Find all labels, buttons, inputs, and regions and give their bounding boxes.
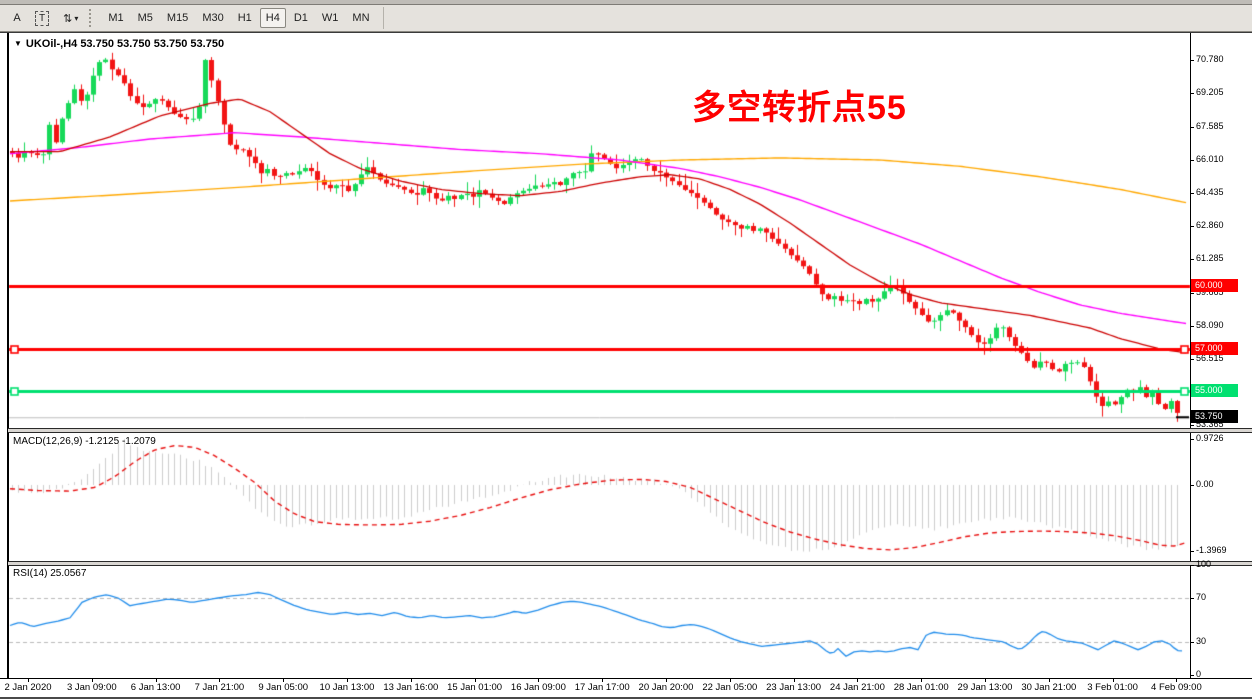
time-tick-mark xyxy=(283,679,285,682)
time-label: 24 Jan 21:00 xyxy=(829,682,885,693)
time-tick-mark xyxy=(921,679,923,682)
price-tick-label: 64.435 xyxy=(1196,186,1224,197)
price-tick-mark xyxy=(1190,225,1194,227)
time-label: 10 Jan 13:00 xyxy=(319,682,375,693)
price-tick-mark xyxy=(1190,192,1194,194)
time-label: 29 Jan 13:00 xyxy=(957,682,1013,693)
rsi-tick-mark xyxy=(1190,675,1194,676)
time-tick-mark xyxy=(1176,679,1178,682)
rsi-tick-mark xyxy=(1190,565,1194,566)
macd-tick-mark xyxy=(1190,550,1194,552)
price-tick-mark xyxy=(1190,326,1194,328)
time-label: 13 Jan 16:00 xyxy=(383,682,439,693)
price-tick-label: 53.365 xyxy=(1196,419,1224,430)
price-tick-label: 70.780 xyxy=(1196,53,1224,64)
time-tick-mark xyxy=(793,679,795,682)
time-label: 30 Jan 21:00 xyxy=(1021,682,1077,693)
time-tick-mark xyxy=(538,679,540,682)
time-tick-mark xyxy=(857,679,859,682)
price-axis-separator xyxy=(1190,33,1191,678)
macd-tick-label: -1.3969 xyxy=(1196,544,1227,555)
price-badge-57.000: 57.000 xyxy=(1191,342,1238,355)
horizontal-line-57.000[interactable] xyxy=(9,346,1190,353)
horizontal-line-60.000[interactable] xyxy=(9,283,1190,290)
time-tick-mark xyxy=(347,679,348,682)
window-bottom-edge xyxy=(0,697,1252,699)
chart-menu-arrow-icon[interactable]: ▼ xyxy=(14,39,22,48)
price-tick-mark xyxy=(1190,159,1194,161)
price-tick-mark xyxy=(1190,92,1194,94)
time-label: 7 Jan 21:00 xyxy=(194,682,245,693)
rsi-tick-mark xyxy=(1190,642,1194,643)
time-label: 6 Jan 13:00 xyxy=(130,682,181,693)
time-label: 22 Jan 05:00 xyxy=(702,682,758,693)
text-annotation[interactable]: 多空转折点55 xyxy=(692,89,907,127)
macd-tick-mark xyxy=(1190,439,1194,441)
chart-border-top xyxy=(0,32,1252,33)
price-tick-label: 69.205 xyxy=(1196,86,1224,97)
time-tick-mark xyxy=(666,679,667,682)
time-label: 28 Jan 01:00 xyxy=(893,682,949,693)
time-tick-mark xyxy=(1048,679,1050,682)
time-tick-mark xyxy=(410,679,412,682)
price-tick-label: 67.585 xyxy=(1196,120,1224,131)
time-label: 16 Jan 09:00 xyxy=(510,682,566,693)
time-tick-mark xyxy=(219,679,221,682)
price-tick-mark xyxy=(1190,59,1194,61)
time-label: 9 Jan 05:00 xyxy=(258,682,309,693)
rsi-tick-label: 30 xyxy=(1196,636,1207,646)
price-badge-55.000: 55.000 xyxy=(1191,384,1238,397)
panel-splitter-macd[interactable] xyxy=(8,428,1252,433)
time-tick-mark xyxy=(985,679,986,682)
macd-tick-label: 0.00 xyxy=(1196,479,1214,489)
price-tick-mark xyxy=(1190,359,1194,361)
horizontal-line-55.000[interactable] xyxy=(9,388,1190,395)
price-tick-label: 56.515 xyxy=(1196,353,1224,364)
rsi-tick-label: 70 xyxy=(1196,592,1207,602)
time-tick-mark xyxy=(28,679,29,682)
time-label: 3 Jan 09:00 xyxy=(66,682,117,693)
time-tick-mark xyxy=(155,679,157,682)
price-tick-label: 66.010 xyxy=(1196,153,1224,164)
macd-indicator-label: MACD(12,26,9) -1.2125 -1.2079 xyxy=(13,436,156,447)
price-badge-53.750: 53.750 xyxy=(1191,410,1238,424)
time-label: 4 Feb 09:00 xyxy=(1151,682,1202,693)
rsi-tick-mark xyxy=(1190,598,1194,599)
rsi-tick-label: 100 xyxy=(1196,559,1212,569)
time-label: 23 Jan 13:00 xyxy=(766,682,822,693)
time-label: 15 Jan 01:00 xyxy=(447,682,503,693)
time-label: 2 Jan 2020 xyxy=(4,682,52,693)
price-tick-mark xyxy=(1190,126,1194,128)
macd-tick-mark xyxy=(1190,485,1194,486)
price-badge-60.000: 60.000 xyxy=(1191,279,1238,292)
time-tick-mark xyxy=(91,679,93,682)
macd-tick-label: 0.9726 xyxy=(1196,433,1224,444)
price-tick-label: 62.860 xyxy=(1196,219,1224,230)
time-label: 17 Jan 17:00 xyxy=(574,682,630,693)
price-tick-mark xyxy=(1190,293,1194,295)
time-label: 3 Feb 01:00 xyxy=(1087,682,1138,693)
chart-title[interactable]: ▼ UKOil-,H4 53.750 53.750 53.750 53.750 xyxy=(14,38,224,50)
panel-splitter-rsi[interactable] xyxy=(8,561,1252,566)
chart-border-left xyxy=(7,33,9,678)
time-tick-mark xyxy=(474,679,476,682)
time-tick-mark xyxy=(729,679,731,682)
price-tick-mark xyxy=(1190,425,1194,427)
time-axis-separator xyxy=(0,678,1252,679)
price-tick-label: 58.090 xyxy=(1196,320,1224,331)
rsi-indicator-label: RSI(14) 25.0567 xyxy=(13,568,87,579)
chart-title-text: UKOil-,H4 53.750 53.750 53.750 53.750 xyxy=(25,38,225,50)
time-tick-mark xyxy=(602,679,604,682)
price-tick-label: 59.665 xyxy=(1196,287,1224,298)
rsi-tick-label: 0 xyxy=(1196,669,1202,679)
price-tick-mark xyxy=(1190,259,1194,260)
time-label: 20 Jan 20:00 xyxy=(638,682,694,693)
time-tick-mark xyxy=(1112,679,1114,682)
price-tick-label: 61.285 xyxy=(1196,253,1224,263)
